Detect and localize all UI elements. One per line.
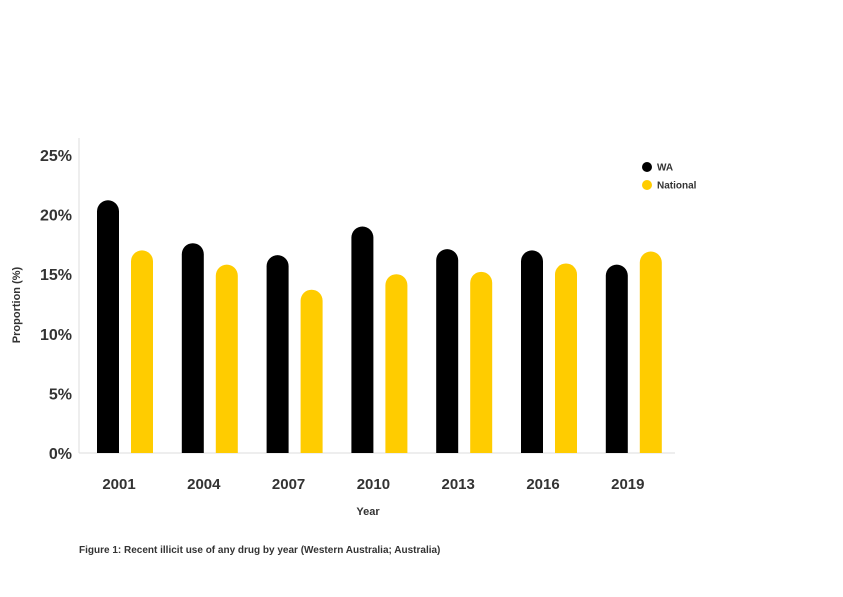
x-tick-label: 2010	[357, 476, 390, 493]
y-axis-label: Proportion (%)	[11, 266, 23, 343]
y-tick-label: 5%	[49, 386, 72, 403]
y-tick-label: 15%	[40, 267, 72, 284]
bar-wa-2013	[436, 249, 459, 453]
axes	[78, 138, 675, 454]
y-tick-label: 10%	[40, 327, 72, 344]
legend-swatch-wa	[642, 162, 652, 172]
bar-national-2004	[215, 264, 238, 453]
y-tick-labels: 0% 5% 10% 15% 20% 25%	[40, 148, 72, 463]
legend-label-national: National	[657, 181, 697, 192]
y-tick-label: 0%	[49, 446, 72, 463]
y-tick-label: 25%	[40, 148, 72, 165]
bar-wa-2007	[266, 255, 289, 453]
x-tick-label: 2019	[611, 476, 644, 493]
legend: WA National	[642, 162, 697, 192]
x-tick-label: 2001	[102, 476, 135, 493]
bar-national-2016	[555, 263, 577, 453]
x-tick-label: 2016	[526, 476, 559, 493]
bar-national-2001	[131, 250, 153, 453]
bar-national-2007	[300, 289, 323, 453]
y-tick-label: 20%	[40, 208, 72, 225]
x-tick-label: 2004	[187, 476, 221, 493]
x-tick-label: 2013	[442, 476, 475, 493]
bar-national-2019	[639, 251, 662, 453]
bar-national-2010	[385, 274, 408, 453]
legend-swatch-national	[642, 180, 652, 190]
bar-wa-2010	[351, 226, 374, 453]
bar-national-2013	[470, 271, 493, 453]
bar-wa-2004	[181, 243, 204, 453]
bars	[97, 200, 662, 453]
bar-wa-2019	[605, 264, 628, 453]
legend-label-wa: WA	[657, 163, 673, 174]
figure-caption: Figure 1: Recent illicit use of any drug…	[79, 545, 441, 556]
x-axis-label: Year	[356, 506, 380, 518]
x-tick-labels: 2001 2004 2007 2010 2013 2016 2019	[102, 476, 644, 493]
bar-wa-2016	[521, 250, 543, 453]
x-tick-label: 2007	[272, 476, 305, 493]
bar-wa-2001	[97, 200, 119, 453]
